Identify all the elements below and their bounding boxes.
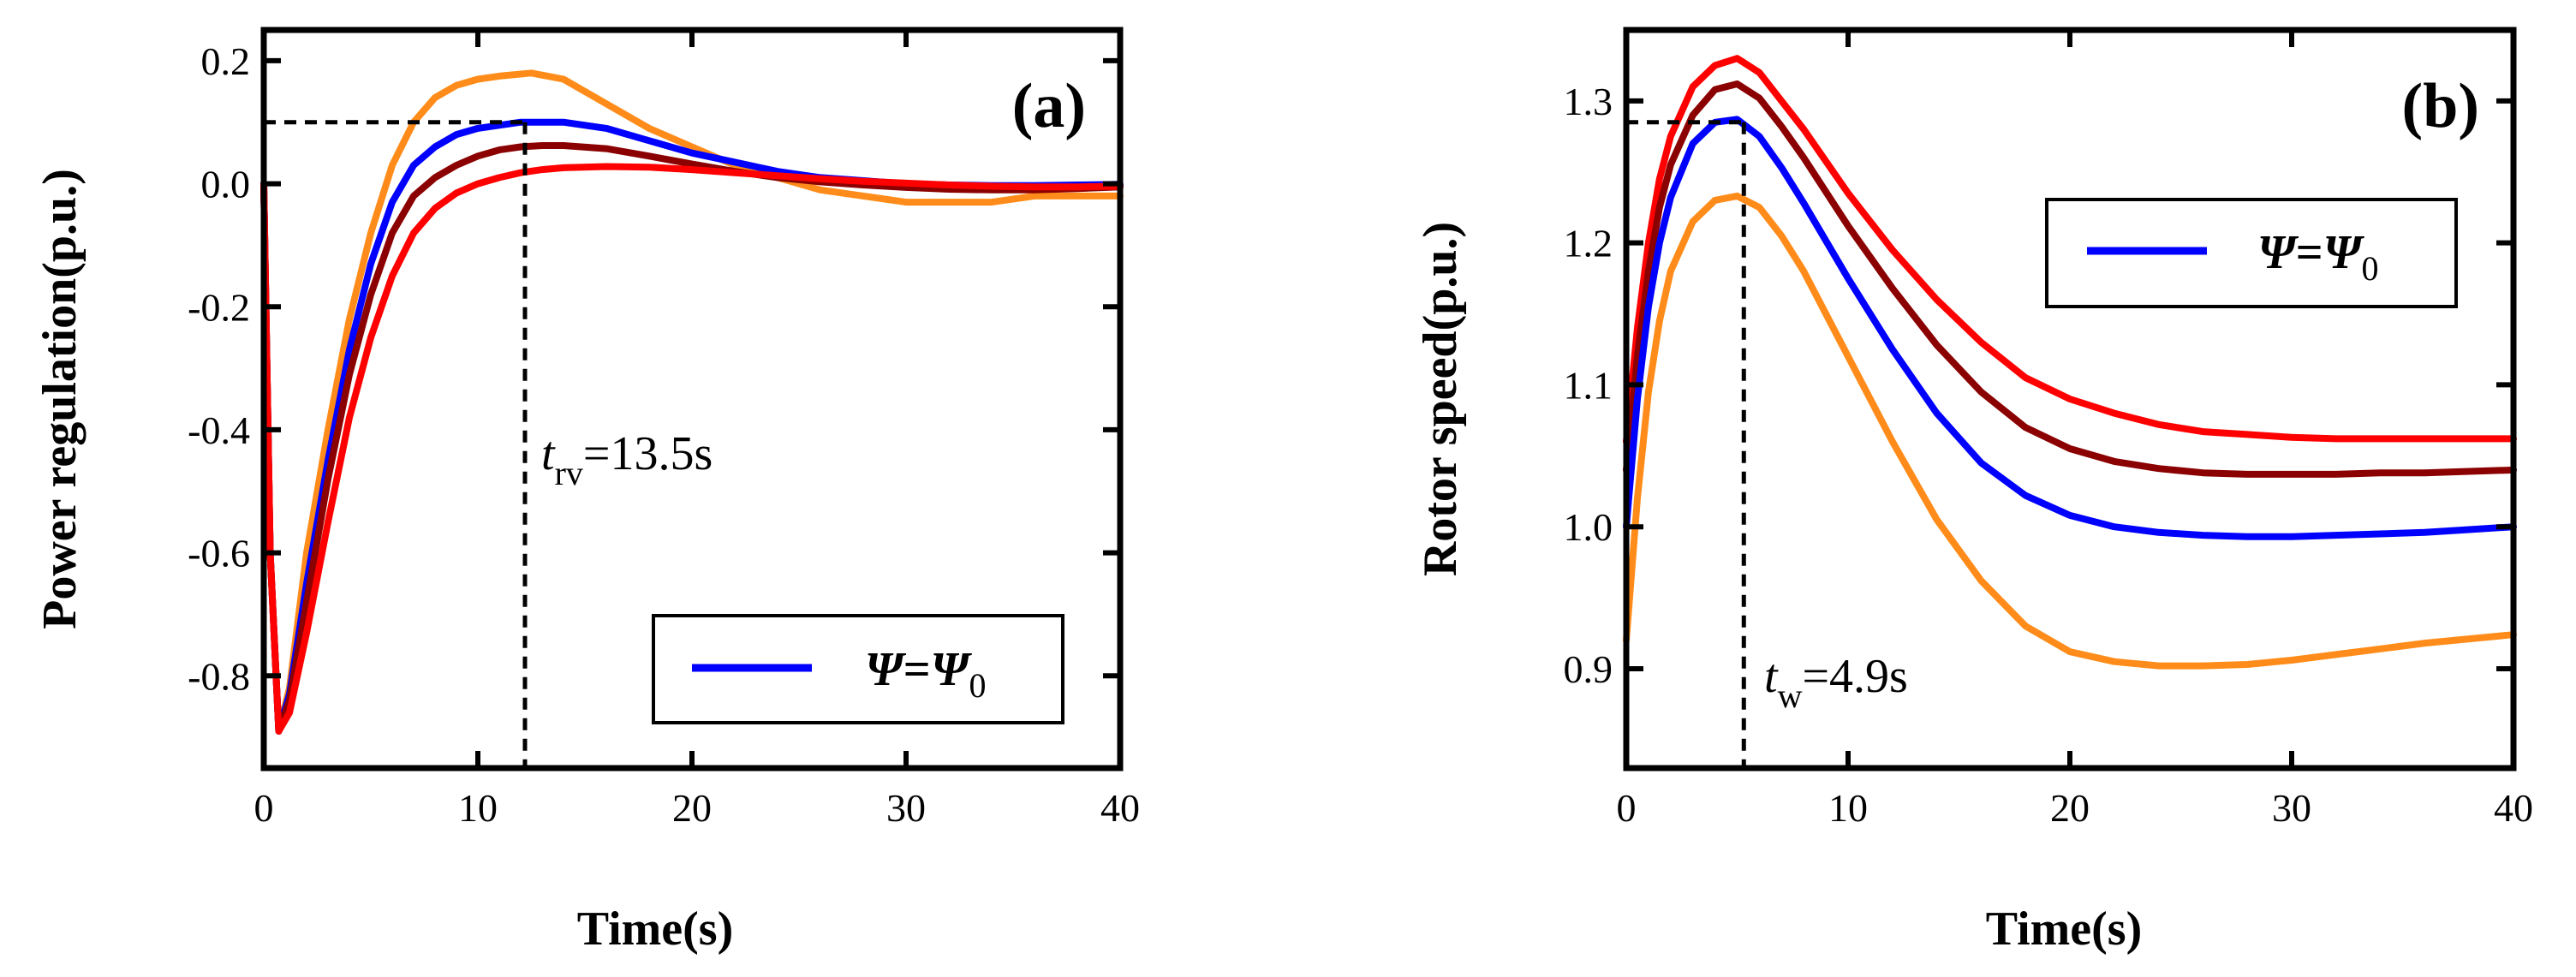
panel-a-legend-sub: 0 bbox=[969, 666, 987, 705]
panel-a-legend-psi: Ψ bbox=[865, 643, 907, 696]
panel-b-x-axis-label: Time(s) bbox=[1986, 903, 2143, 956]
panel-b-tag: (b) bbox=[2402, 71, 2479, 141]
panel-b-annotation-var: t bbox=[1764, 650, 1779, 703]
panel-b-series-line-2 bbox=[1623, 80, 2517, 478]
panel-a-legend-psi0: Ψ bbox=[931, 643, 973, 696]
panel-a-ytick-labels: 0.2 0.0 -0.2 -0.4 -0.6 -0.8 bbox=[188, 39, 250, 698]
panel-a-xtick-label: 0 bbox=[254, 786, 274, 830]
panel-a-annotation-var: t bbox=[541, 427, 556, 480]
panel-b-series-line-3 bbox=[1623, 116, 2517, 540]
panel-b-y-axis-label: Rotor speed(p.u.) bbox=[1414, 222, 1467, 576]
panel-b-xtick-label: 0 bbox=[1617, 786, 1637, 830]
panel-b-xtick-label: 10 bbox=[1828, 786, 1868, 830]
panel-a-legend-label: Ψ=Ψ0 bbox=[865, 643, 987, 705]
panel-a-series-group bbox=[260, 69, 1124, 735]
panel-a-ticks bbox=[261, 30, 1123, 768]
panel-a-ytick-label: -0.8 bbox=[188, 654, 250, 698]
panel-a-legend: Ψ=Ψ0 bbox=[652, 614, 1064, 724]
panel-b-xtick-label: 20 bbox=[2050, 786, 2090, 830]
panel-b-ticks bbox=[1624, 30, 2516, 768]
panel-a-xtick-label: 40 bbox=[1100, 786, 1140, 830]
panel-a-legend-eq: = bbox=[903, 643, 931, 696]
panel-b-xtick-label: 30 bbox=[2272, 786, 2311, 830]
panel-b-legend-sub: 0 bbox=[2362, 249, 2379, 288]
panel-a-ytick-label: -0.4 bbox=[188, 408, 250, 452]
panel-b-ytick-label: 0.9 bbox=[1564, 647, 1613, 691]
panel-b-ytick-label: 1.1 bbox=[1564, 363, 1613, 407]
panel-a-xtick-label: 20 bbox=[672, 786, 712, 830]
panel-a-ytick-label: 0.2 bbox=[201, 39, 251, 83]
panel-b-annotation-sub: w bbox=[1778, 676, 1803, 715]
panel-b-legend-label: Ψ=Ψ0 bbox=[2257, 226, 2379, 288]
panel-a-tag: (a) bbox=[1012, 71, 1086, 141]
panel-a-annotation-label: trv=13.5s bbox=[541, 427, 713, 492]
panel-b-annotation: tw=4.9s bbox=[1626, 120, 1908, 768]
panel-a-xtick-labels: 0 10 20 30 40 bbox=[254, 786, 1141, 830]
panel-b-ytick-labels: 1.3 1.2 1.1 1.0 0.9 bbox=[1564, 80, 1613, 691]
panel-a-x-axis-label: Time(s) bbox=[577, 903, 734, 956]
panel-a-y-axis-label: Power regulation(p.u.) bbox=[33, 169, 86, 629]
panel-b-ytick-label: 1.3 bbox=[1564, 80, 1613, 123]
panel-b-xtick-labels: 0 10 20 30 40 bbox=[1617, 786, 2534, 830]
panel-b-legend-psi: Ψ bbox=[2257, 226, 2299, 279]
panel-b-legend-eq: = bbox=[2296, 226, 2323, 279]
panel-b-xtick-label: 40 bbox=[2494, 786, 2533, 830]
panel-a-xtick-label: 30 bbox=[886, 786, 926, 830]
panel-b-ytick-label: 1.0 bbox=[1564, 505, 1613, 549]
panel-b-series-group bbox=[1623, 55, 2517, 670]
panel-a-series-line-4 bbox=[260, 163, 1124, 735]
panel-a: 0.2 0.0 -0.2 -0.4 -0.6 -0.8 0 10 20 30 4… bbox=[33, 27, 1141, 956]
panel-b-series-line-1 bbox=[1623, 55, 2517, 445]
panel-b-annotation-text: =4.9s bbox=[1802, 650, 1907, 703]
panel-b-series-line-4 bbox=[1623, 192, 2517, 670]
panel-a-ytick-label: -0.6 bbox=[188, 532, 250, 575]
panel-a-ytick-label: 0.0 bbox=[201, 163, 251, 206]
panel-a-ytick-label: -0.2 bbox=[188, 285, 250, 329]
panel-a-annotation-sub: rv bbox=[555, 454, 583, 492]
panel-b-legend-psi0: Ψ bbox=[2323, 226, 2365, 279]
panel-a-xtick-label: 10 bbox=[458, 786, 498, 830]
panel-a-annotation: trv=13.5s bbox=[264, 120, 713, 768]
panel-a-series-line-1 bbox=[260, 69, 1124, 735]
panel-a-series-line-3 bbox=[260, 142, 1124, 735]
panel-b-ytick-label: 1.2 bbox=[1564, 222, 1613, 265]
panel-b-legend: Ψ=Ψ0 bbox=[2045, 198, 2458, 308]
panel-b: 1.3 1.2 1.1 1.0 0.9 0 10 20 30 40 Time(s… bbox=[1414, 27, 2534, 956]
panel-a-annotation-text: =13.5s bbox=[583, 427, 713, 480]
panel-b-annotation-label: tw=4.9s bbox=[1764, 650, 1908, 715]
